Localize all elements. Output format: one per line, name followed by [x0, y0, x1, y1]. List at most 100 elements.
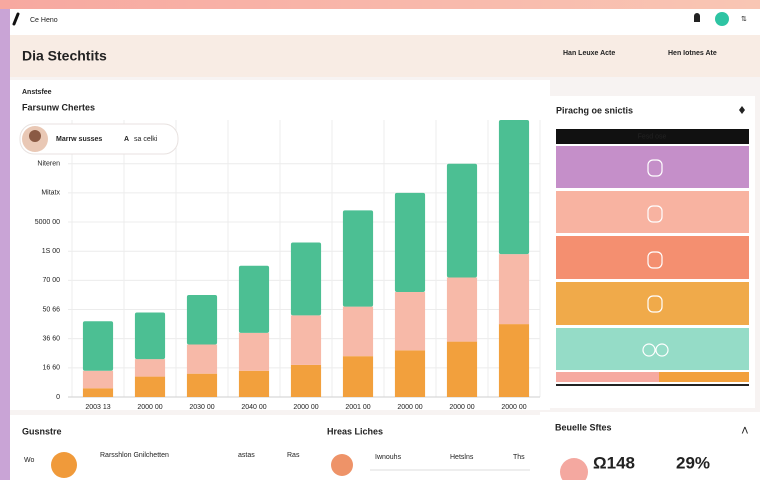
annotation: Marrw susses A sa celki: [19, 123, 179, 155]
y-tick-label: Mitatx: [41, 190, 60, 197]
y-tick-label: 70 00: [42, 277, 60, 284]
annotation-note: sa celki: [134, 136, 158, 143]
header-link[interactable]: Han Leuxe Acte: [563, 50, 615, 57]
nav-menu[interactable]: ⇅: [741, 16, 747, 23]
x-tick-label: 2040 00: [241, 404, 266, 411]
band-icon: [647, 251, 663, 269]
y-tick-label: 5000 00: [35, 219, 60, 226]
cell: Rarsshlon Gnilchetten: [100, 452, 169, 459]
section-title: Gusnstre: [22, 426, 62, 436]
item-icon: [331, 454, 353, 476]
bar-segment: [186, 344, 218, 374]
bar-segment: [238, 332, 270, 371]
nav-logo[interactable]: [12, 12, 20, 26]
y-tick-label: 50 66: [42, 306, 60, 313]
band-icon: [647, 159, 663, 177]
y-tick-label: Niteren: [37, 161, 60, 168]
x-tick-label: 2003 13: [85, 404, 110, 411]
nav-avatar[interactable]: [715, 12, 729, 26]
side-bar-label: Fesd ose: [638, 133, 667, 140]
bar-segment: [446, 163, 478, 278]
side-band[interactable]: [556, 146, 749, 188]
bar-segment: [446, 341, 478, 397]
y-tick-label: 1S 00: [42, 248, 60, 255]
bar-segment: [342, 210, 374, 307]
page-title: Dia Stechtits: [22, 48, 107, 64]
bar-segment: [290, 315, 322, 365]
side-band[interactable]: [556, 236, 749, 279]
bar-segment: [342, 306, 374, 357]
y-tick-label: 0: [56, 394, 60, 401]
cell: Ras: [287, 452, 300, 459]
bar-segment: [238, 370, 270, 397]
x-tick-label: 2000 00: [501, 404, 526, 411]
annotation-bubble: [19, 123, 179, 155]
bar-segment: [186, 294, 218, 345]
bar-segment: [498, 254, 530, 325]
header-band: [10, 35, 760, 77]
bar-segment: [82, 388, 114, 397]
bar-segment: [134, 312, 166, 360]
side-band[interactable]: [556, 191, 749, 233]
nav-bell[interactable]: [694, 13, 700, 22]
x-tick-label: 2030 00: [189, 404, 214, 411]
top-strip: [0, 0, 760, 9]
annotation-face: [29, 130, 41, 142]
bar-segment: [290, 364, 322, 397]
bar-segment: [342, 356, 374, 397]
side-title: Pirachg oe snictis: [556, 105, 633, 115]
x-tick-label: 2000 00: [137, 404, 162, 411]
section-title: Hreas Liches: [327, 426, 383, 436]
x-tick-label: 2000 00: [397, 404, 422, 411]
cell: astas: [238, 452, 255, 459]
band-icon: [642, 343, 656, 357]
side-band[interactable]: [556, 328, 749, 370]
bar-segment: [290, 242, 322, 316]
chart-title: Farsunw Chertes: [22, 102, 95, 112]
bar-segment: [186, 373, 218, 397]
stats-toggle[interactable]: ⋀: [741, 426, 748, 434]
stats-icon: [560, 458, 588, 480]
cell: Hetslns: [450, 454, 474, 461]
bar-segment: [498, 120, 530, 255]
band-icon: [647, 205, 663, 223]
header-link[interactable]: Hen Iotnes Ate: [668, 50, 717, 57]
x-tick-label: 2001 00: [345, 404, 370, 411]
bar-segment: [134, 359, 166, 377]
side-bar-head: [556, 129, 749, 144]
stat: Ω148: [593, 453, 635, 472]
y-tick-label: 36 60: [42, 336, 60, 343]
cell: Iwnouhs: [375, 454, 402, 461]
bar-segment: [238, 265, 270, 333]
x-tick-label: 2000 00: [449, 404, 474, 411]
chart: Anstsfee Farsunw Chertes 0 16 60 36 60 50 6…: [22, 89, 541, 411]
band-icon: [647, 295, 663, 313]
cell: Wo: [24, 457, 34, 464]
bar-segment: [82, 370, 114, 389]
nav-brand[interactable]: Ce Heno: [30, 17, 58, 24]
side-split: [556, 372, 659, 382]
band-icon: [655, 343, 669, 357]
item-icon: [51, 452, 77, 478]
bar-segment: [498, 324, 530, 397]
bar-segment: [394, 192, 426, 293]
nav-bar: [0, 9, 760, 35]
section-label: Anstsfee: [22, 89, 52, 96]
y-tick-label: 16 60: [42, 365, 60, 372]
bar-segment: [82, 321, 114, 371]
bottom-card: [10, 415, 540, 480]
bar-segment: [394, 292, 426, 351]
cell: Ths: [513, 454, 525, 461]
side-rule: [556, 384, 749, 386]
side-strip: [0, 9, 10, 480]
bar-segment: [394, 350, 426, 397]
side-split: [659, 372, 749, 382]
annotation-name: Marrw susses: [56, 136, 102, 143]
annotation-mark: A: [124, 136, 129, 143]
side-band[interactable]: [556, 282, 749, 325]
side-toggle[interactable]: [739, 106, 745, 114]
bar-segment: [134, 376, 166, 397]
bar-segment: [446, 277, 478, 342]
